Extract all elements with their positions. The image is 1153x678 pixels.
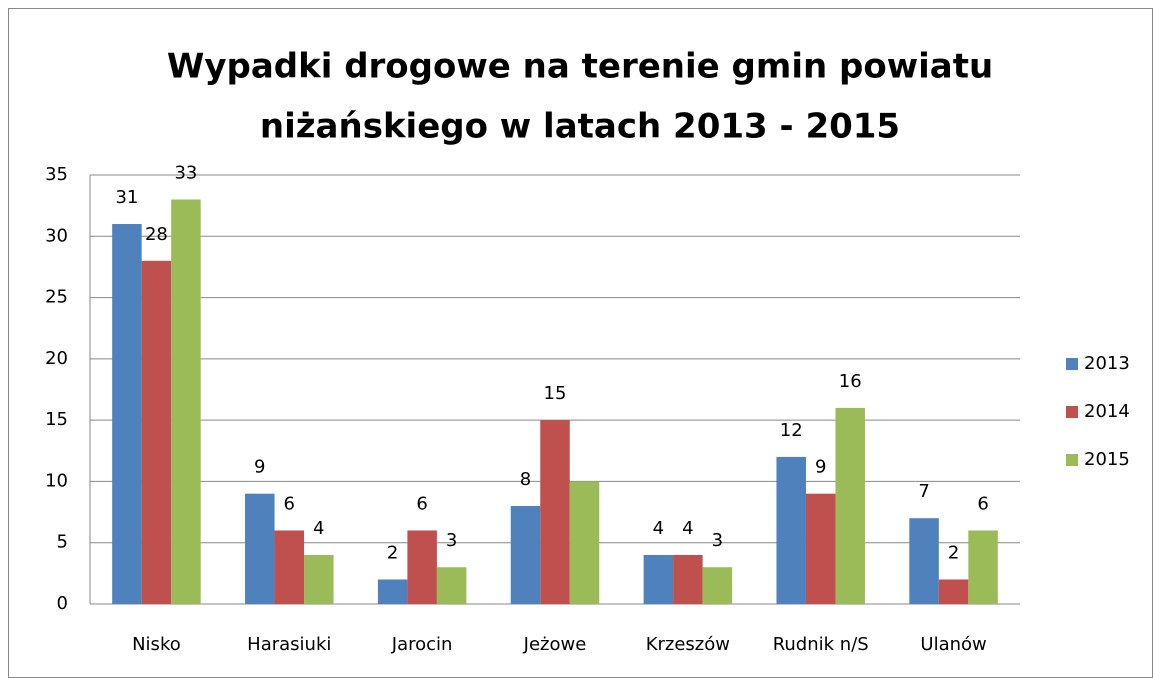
x-tick-label: Krzeszów xyxy=(646,634,730,655)
data-label: 15 xyxy=(544,383,567,404)
legend-swatch xyxy=(1066,358,1078,370)
bar xyxy=(909,518,939,604)
bar xyxy=(968,530,998,604)
x-tick-label: Jarocin xyxy=(391,634,453,655)
data-label: 2 xyxy=(387,542,398,563)
legend-label: 2013 xyxy=(1084,353,1130,374)
bar xyxy=(141,260,172,604)
data-label: 4 xyxy=(653,518,664,539)
data-label: 16 xyxy=(839,371,862,392)
data-label: 28 xyxy=(145,224,168,245)
data-label: 33 xyxy=(174,163,197,184)
bar xyxy=(510,505,541,604)
bar xyxy=(776,456,806,604)
data-label: 31 xyxy=(115,187,138,208)
y-tick-label: 5 xyxy=(57,532,68,553)
data-label: 6 xyxy=(284,493,295,514)
y-tick-label: 25 xyxy=(45,287,68,308)
data-label: 6 xyxy=(977,493,988,514)
bar xyxy=(569,481,600,604)
data-label: 7 xyxy=(918,481,929,502)
bar xyxy=(702,567,733,604)
bar xyxy=(274,530,305,604)
data-label: 6 xyxy=(416,493,427,514)
bar xyxy=(171,199,201,604)
data-label: 4 xyxy=(682,518,693,539)
data-label: 9 xyxy=(254,457,265,478)
x-tick-label: Rudnik n/S xyxy=(773,634,869,655)
data-label: 9 xyxy=(815,457,826,478)
chart-title: niżańskiego w latach 2013 - 2015 xyxy=(260,107,900,147)
bar xyxy=(304,554,334,604)
chart-title: Wypadki drogowe na terenie gmin powiatu xyxy=(167,47,993,87)
y-tick-label: 20 xyxy=(45,348,68,369)
data-label: 3 xyxy=(446,530,457,551)
legend-label: 2014 xyxy=(1084,401,1130,422)
bar xyxy=(673,554,703,604)
legend-label: 2015 xyxy=(1084,449,1130,470)
y-tick-label: 30 xyxy=(45,225,68,246)
bar xyxy=(805,493,836,604)
bar xyxy=(112,224,142,604)
bar xyxy=(245,493,275,604)
bar xyxy=(643,554,674,604)
y-tick-label: 35 xyxy=(45,164,68,185)
bar xyxy=(436,567,467,604)
bar xyxy=(938,579,969,604)
legend-swatch xyxy=(1066,454,1078,466)
bar xyxy=(377,579,408,604)
data-label: 8 xyxy=(520,469,531,490)
bar xyxy=(835,407,865,604)
data-label: 4 xyxy=(313,518,324,539)
x-tick-label: Ulanów xyxy=(920,634,986,655)
bar xyxy=(540,420,570,604)
legend-swatch xyxy=(1066,406,1078,418)
x-tick-label: Harasiuki xyxy=(247,634,331,655)
bar xyxy=(407,530,437,604)
x-tick-label: Nisko xyxy=(132,634,181,655)
y-tick-label: 0 xyxy=(57,593,68,614)
y-tick-label: 15 xyxy=(45,409,68,430)
data-label: 3 xyxy=(712,530,723,551)
x-tick-label: Jeżowe xyxy=(523,634,587,655)
y-tick-label: 10 xyxy=(45,470,68,491)
data-label: 12 xyxy=(780,420,803,441)
data-label: 2 xyxy=(948,542,959,563)
